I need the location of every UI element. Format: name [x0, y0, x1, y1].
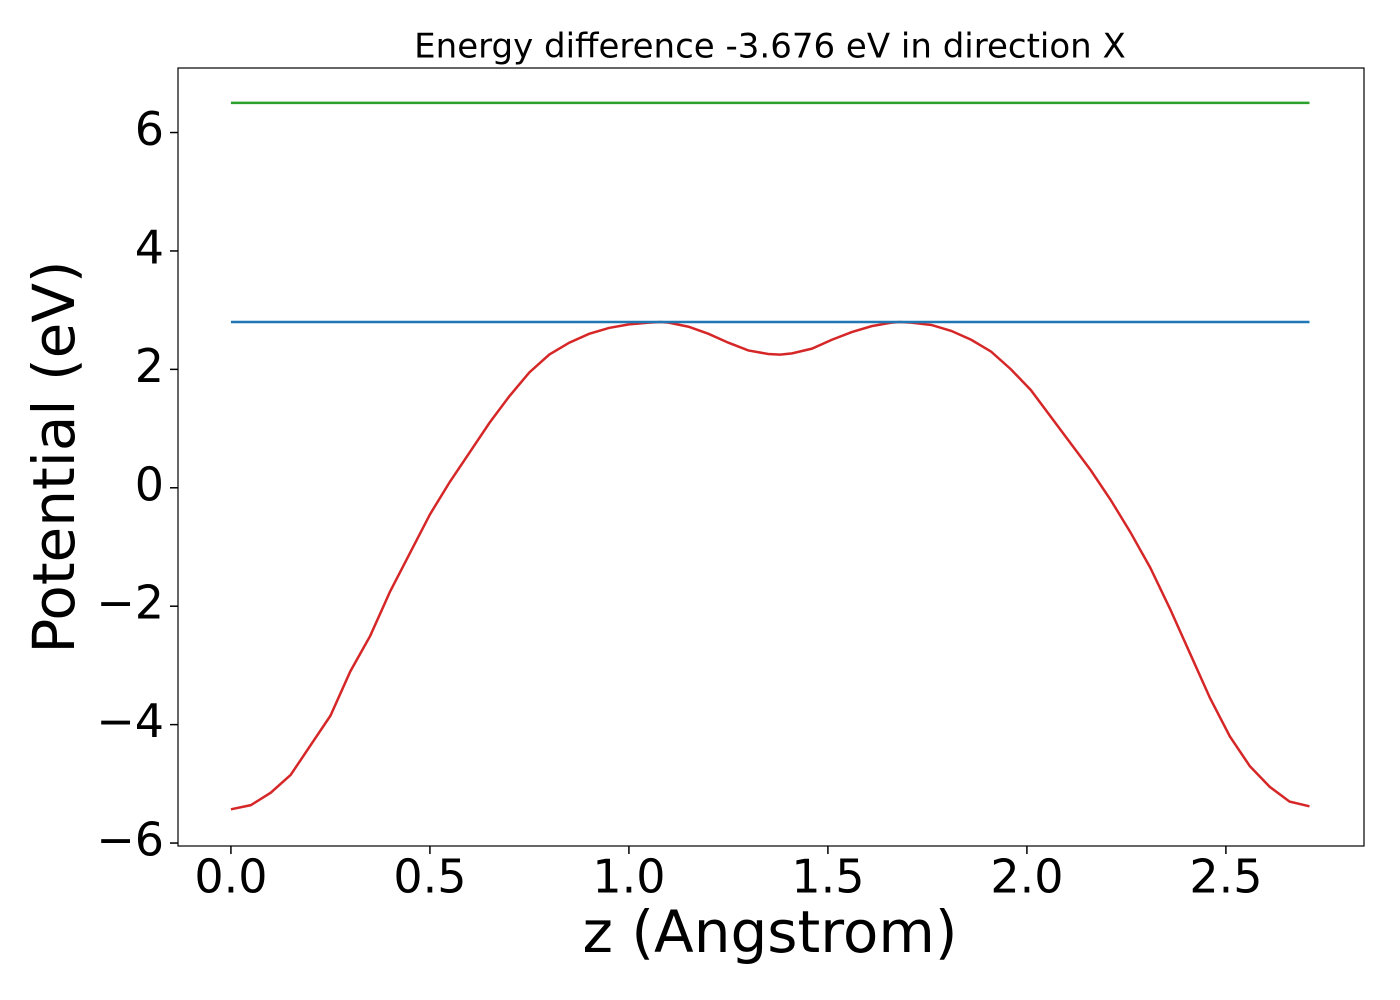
- x-axis-label: z (Angstrom): [583, 898, 958, 966]
- plot-frame: [177, 67, 1365, 847]
- x-tick-label: 1.5: [791, 850, 864, 904]
- y-tick-label: −2: [96, 576, 164, 630]
- y-tick-label: −6: [96, 813, 164, 867]
- x-tick-label: 2.0: [990, 850, 1063, 904]
- y-tick-label: 6: [135, 102, 164, 156]
- x-tick-label: 1.0: [592, 850, 665, 904]
- x-tick-label: 0.5: [393, 850, 466, 904]
- line-series: [230, 320, 1310, 811]
- x-tick-label: 0.0: [194, 850, 267, 904]
- y-tick-label: 0: [135, 457, 164, 511]
- y-tick-label: −4: [96, 694, 164, 748]
- y-tick-label: 4: [135, 220, 164, 274]
- x-tick-label: 2.5: [1189, 850, 1262, 904]
- chart-title: Energy difference -3.676 eV in direction…: [414, 27, 1126, 67]
- y-axis-label: Potential (eV): [20, 260, 88, 653]
- y-tick-label: 2: [135, 339, 164, 393]
